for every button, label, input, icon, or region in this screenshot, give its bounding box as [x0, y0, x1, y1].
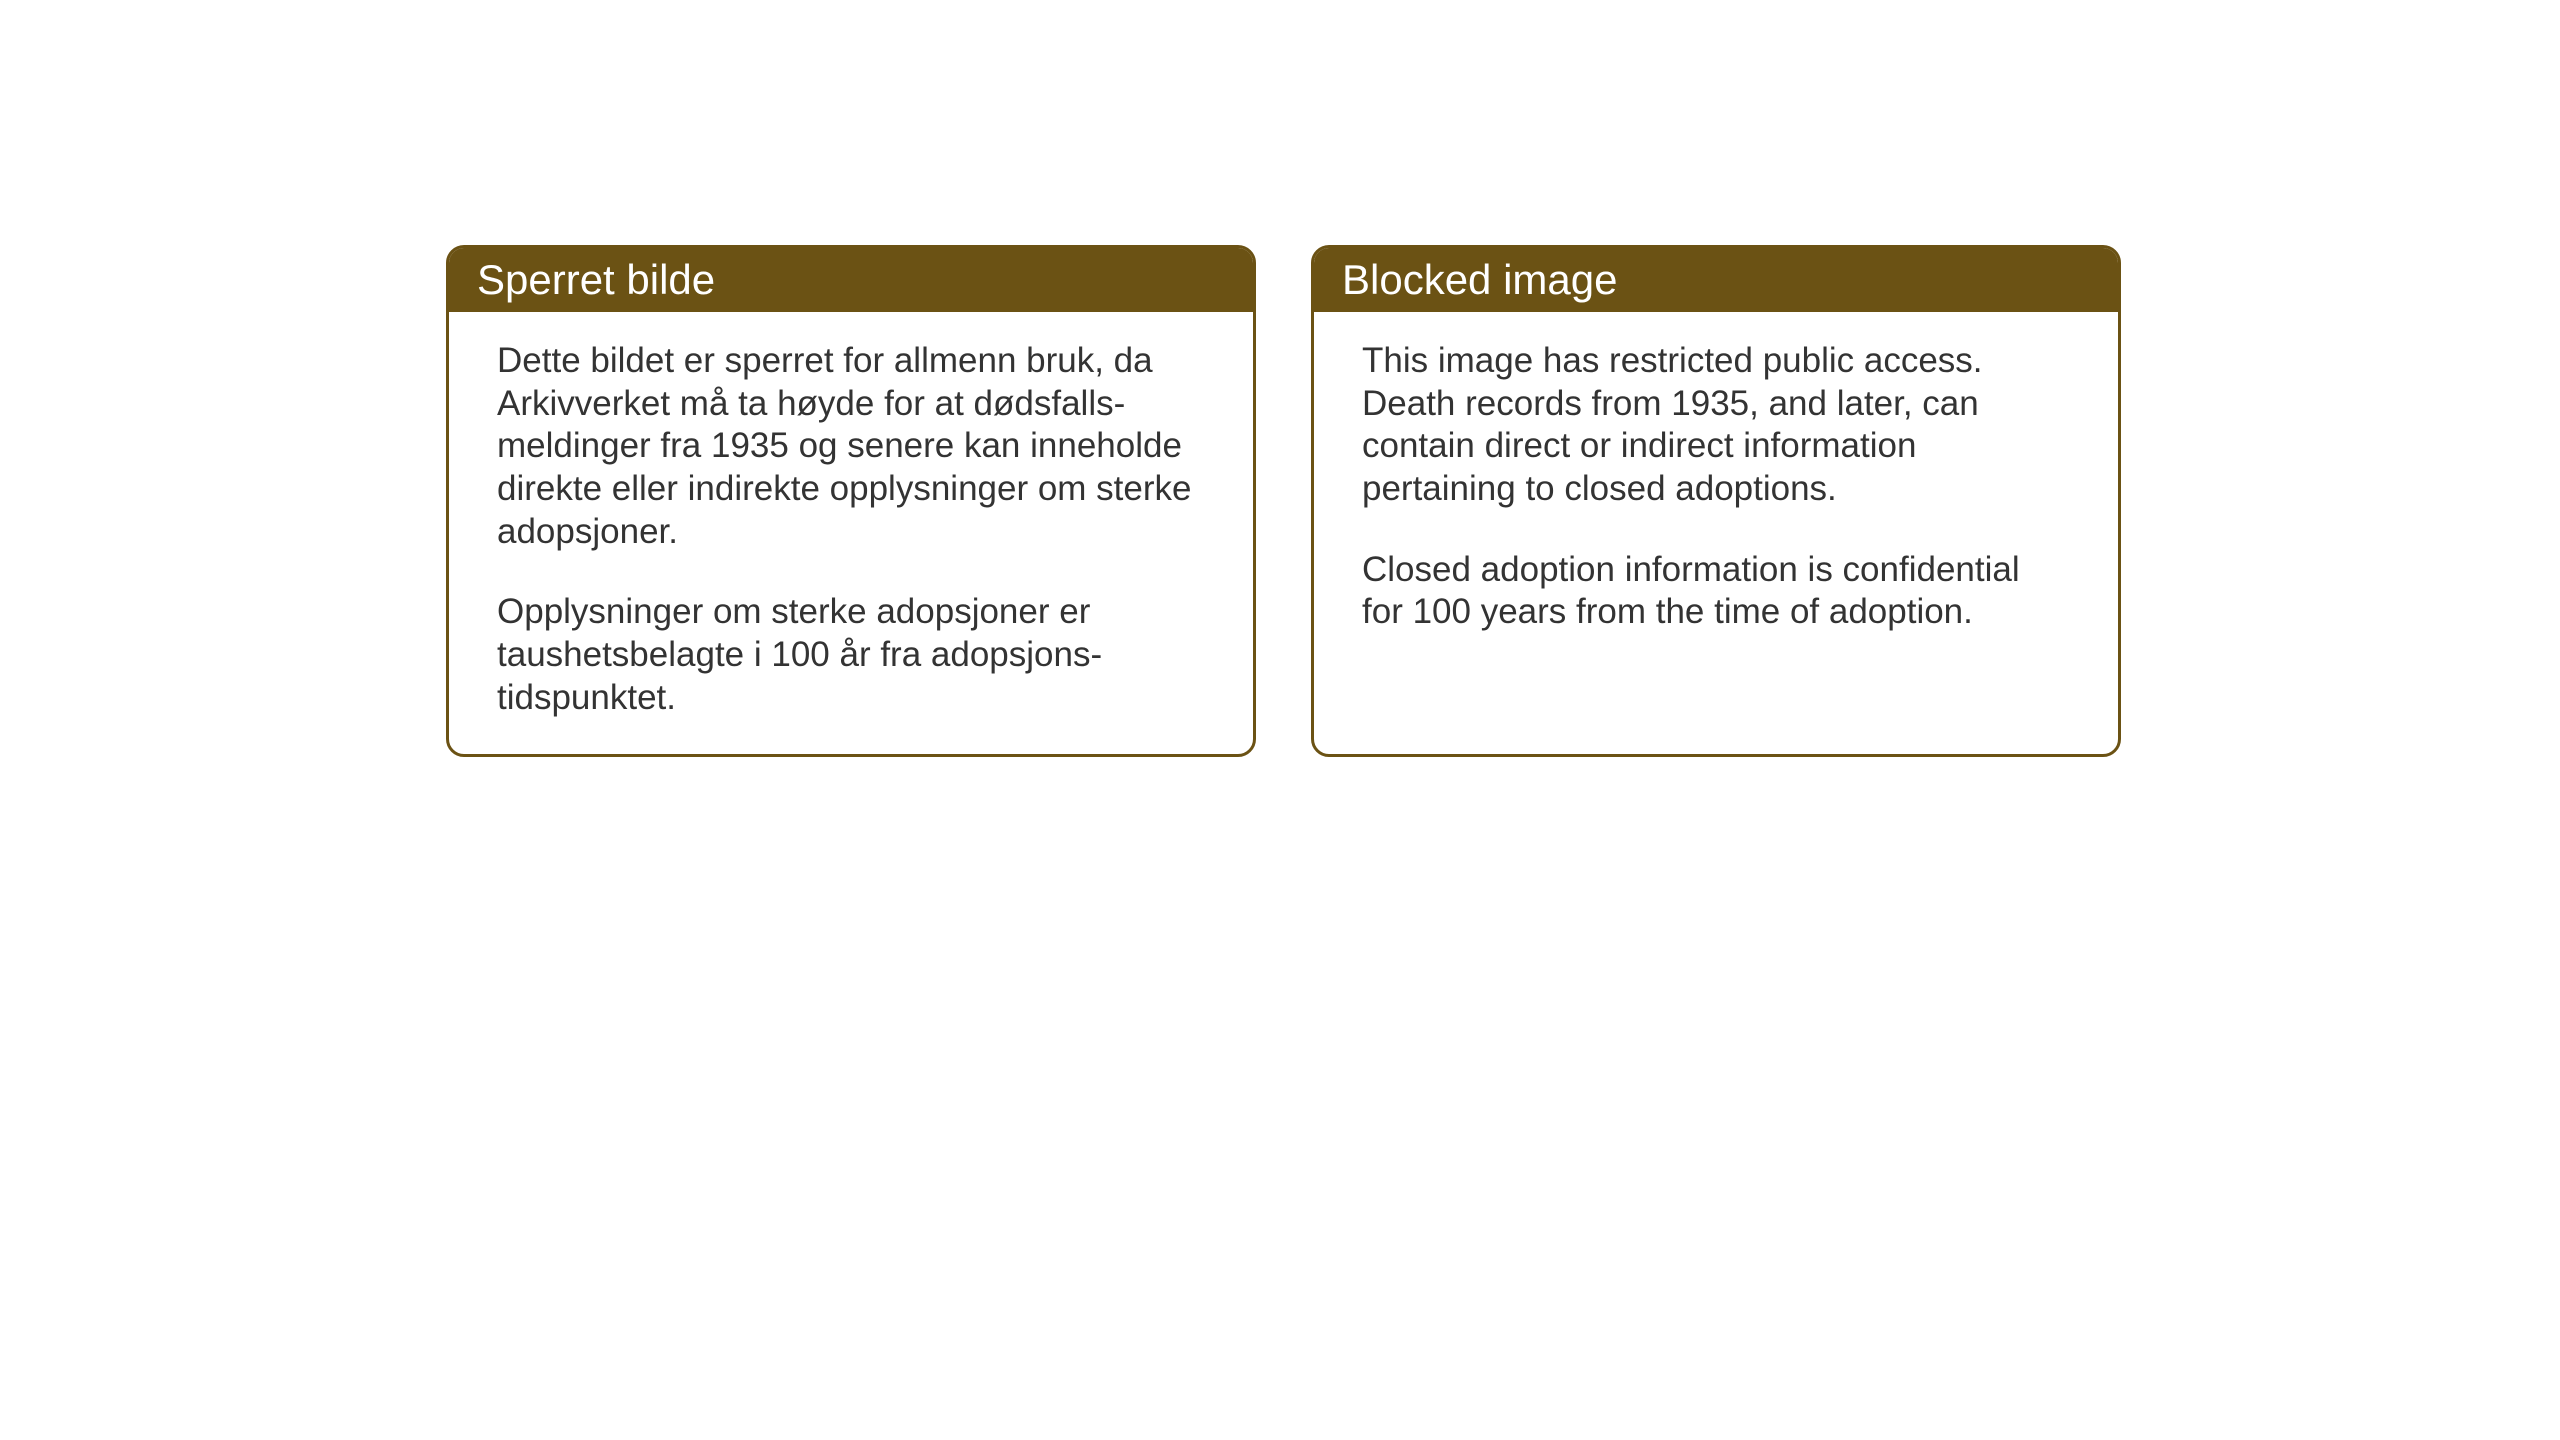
notice-body-norwegian: Dette bildet er sperret for allmenn bruk… — [449, 312, 1253, 748]
notice-container: Sperret bilde Dette bildet er sperret fo… — [446, 245, 2121, 757]
notice-header-norwegian: Sperret bilde — [449, 248, 1253, 312]
notice-card-english: Blocked image This image has restricted … — [1311, 245, 2121, 757]
notice-header-english: Blocked image — [1314, 248, 2118, 312]
notice-card-norwegian: Sperret bilde Dette bildet er sperret fo… — [446, 245, 1256, 757]
notice-paragraph-2-norwegian: Opplysninger om sterke adopsjoner er tau… — [497, 591, 1205, 719]
notice-paragraph-1-english: This image has restricted public access.… — [1362, 340, 2070, 511]
notice-title-norwegian: Sperret bilde — [477, 256, 715, 303]
notice-body-english: This image has restricted public access.… — [1314, 312, 2118, 662]
notice-title-english: Blocked image — [1342, 256, 1617, 303]
notice-paragraph-1-norwegian: Dette bildet er sperret for allmenn bruk… — [497, 340, 1205, 553]
notice-paragraph-2-english: Closed adoption information is confident… — [1362, 549, 2070, 634]
